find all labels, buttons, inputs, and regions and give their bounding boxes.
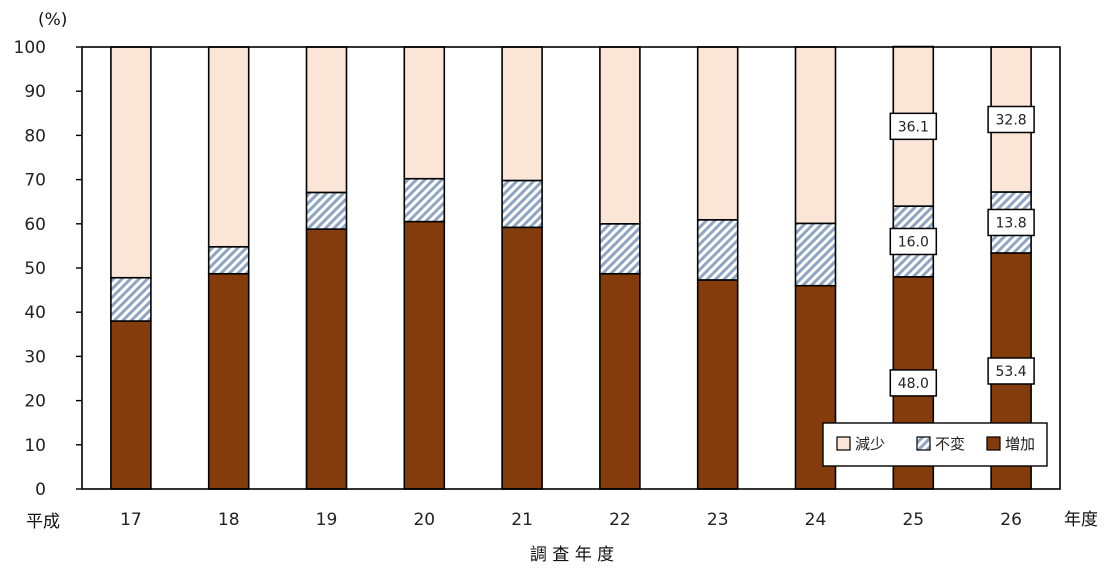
legend-swatch-0 (986, 436, 1001, 451)
data-label-box-25-0 (889, 369, 938, 397)
bar-segment-20-2 (403, 46, 446, 180)
x-axis-title: 調 査 年 度 (530, 545, 614, 565)
plot-area: 48.0 16.0 36.1 53.4 13.8 32.8 0 10 20 30 40 50 60 70 8… (14, 38, 1061, 530)
data-label-box-25-2 (889, 112, 938, 141)
y-tick-label-70: 70 (24, 171, 46, 191)
y-tick-label-60: 60 (24, 215, 46, 235)
data-label-26-1: 13.8 (996, 215, 1027, 231)
y-tick-label-100: 100 (14, 38, 46, 58)
bar-segment-20-0 (403, 220, 446, 490)
x-suffix-label: 年度 (1064, 510, 1098, 530)
bar-segment-22-0 (599, 272, 641, 490)
data-label-box-25-1 (889, 227, 938, 256)
x-prefix-label: 平成 (26, 512, 60, 532)
y-tick-label-20: 20 (24, 392, 46, 412)
bar-segment-24-2 (794, 46, 837, 225)
bar-segment-19-0 (305, 228, 348, 490)
bar-segment-24-1 (794, 222, 837, 287)
x-tick-label-26: 26 (1000, 510, 1022, 530)
legend-swatch-1 (916, 436, 931, 451)
bar-segment-21-2 (501, 46, 543, 182)
legend-swatch-2 (836, 436, 851, 451)
data-label-25-1: 16.0 (898, 234, 929, 250)
y-tick-label-80: 80 (24, 126, 46, 146)
x-tick-label-21: 21 (511, 510, 533, 530)
x-tick-label-20: 20 (413, 510, 435, 530)
y-tick-label-40: 40 (24, 303, 46, 323)
bar-segment-17-2 (110, 46, 152, 279)
data-label-26-0: 53.4 (996, 364, 1027, 380)
legend-label-2: 減少 (855, 435, 885, 453)
bar-segment-17-0 (110, 320, 152, 490)
bar-segment-20-1 (403, 177, 446, 223)
x-tick-label-24: 24 (805, 510, 827, 530)
x-tick-label-19: 19 (316, 510, 338, 530)
legend: 減少 不変 増加 (822, 422, 1048, 467)
data-label-box-26-1 (987, 208, 1035, 237)
data-label-25-0: 48.0 (898, 376, 929, 392)
bar-segment-22-2 (599, 46, 641, 225)
y-tick-label-30: 30 (24, 347, 46, 367)
bar-segment-18-2 (207, 46, 250, 248)
y-unit-label: (%) (38, 10, 67, 30)
bar-segment-23-1 (696, 219, 739, 281)
x-tick-label-22: 22 (609, 510, 631, 530)
bar-segment-22-1 (599, 223, 641, 275)
x-tick-label-23: 23 (707, 510, 729, 530)
bar-segment-19-2 (305, 46, 348, 194)
x-tick-label-17: 17 (120, 510, 142, 530)
x-tick-label-18: 18 (218, 510, 240, 530)
bar-segment-21-1 (501, 179, 543, 229)
legend-label-0: 増加 (1005, 435, 1035, 453)
legend-frame (822, 422, 1048, 467)
bar-segment-17-1 (110, 276, 152, 322)
bar-segment-19-1 (305, 191, 348, 230)
y-tick-label-10: 10 (24, 436, 46, 456)
x-tick-label-25: 25 (902, 510, 924, 530)
bar-segment-18-1 (207, 245, 250, 275)
bar-segment-18-0 (207, 272, 250, 490)
y-tick-label-0: 0 (35, 480, 46, 500)
y-tick-label-50: 50 (24, 259, 46, 279)
data-label-box-26-0 (987, 357, 1035, 385)
data-label-box-26-2 (987, 105, 1035, 134)
data-label-26-2: 32.8 (996, 112, 1027, 128)
y-tick-label-90: 90 (24, 82, 46, 102)
bar-segment-23-2 (696, 46, 739, 221)
data-label-25-2: 36.1 (898, 119, 929, 135)
bar-segment-23-0 (696, 279, 739, 490)
bar-segment-21-0 (501, 226, 543, 490)
legend-label-1: 不変 (935, 435, 965, 453)
